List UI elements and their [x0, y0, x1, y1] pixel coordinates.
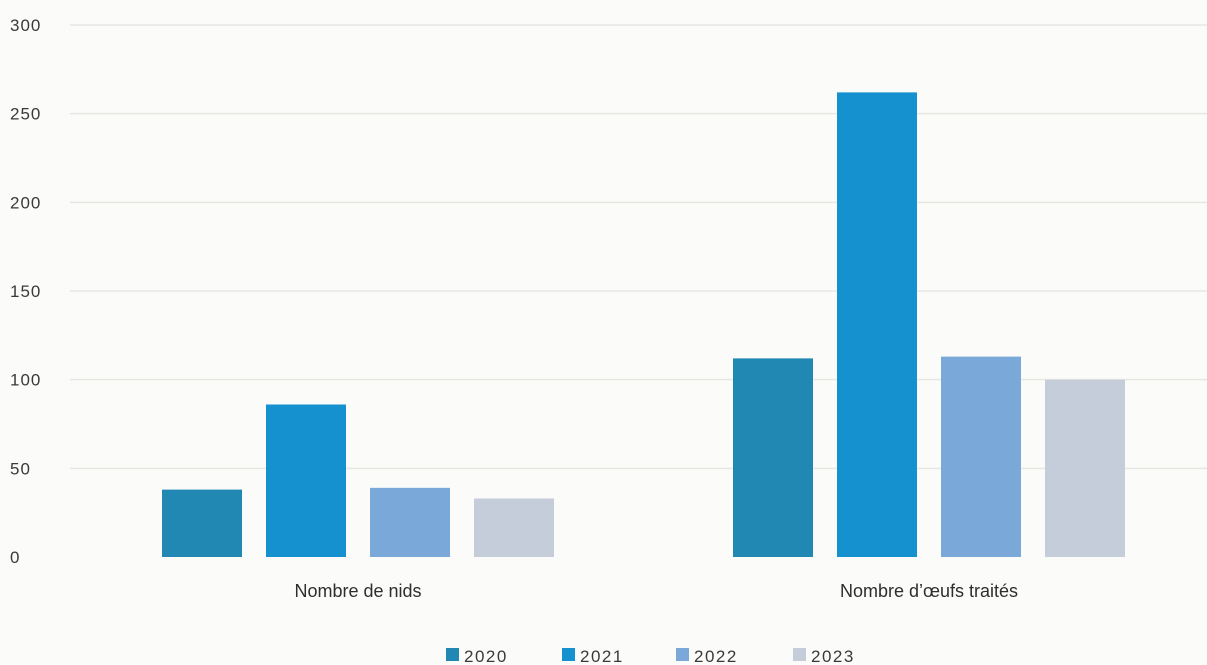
legend-swatch-2020: [446, 648, 459, 661]
legend-label-2020: 2020: [464, 647, 508, 665]
legend-label-2023: 2023: [811, 647, 855, 665]
y-tick-label-50: 50: [10, 459, 31, 478]
bar-2020-nids: [162, 489, 242, 557]
legend-swatch-2023: [793, 648, 806, 661]
y-tick-label-300: 300: [10, 16, 41, 35]
y-tick-label-100: 100: [10, 371, 41, 390]
legend-label-2021: 2021: [580, 647, 624, 665]
legend-label-2022: 2022: [694, 647, 738, 665]
bar-2021-oeufs: [837, 92, 917, 558]
bar-2022-nids: [370, 487, 450, 557]
bar-2023-nids: [474, 498, 554, 557]
y-tick-label-0: 0: [10, 548, 20, 567]
legend-swatch-2021: [562, 648, 575, 661]
bar-2023-oeufs: [1045, 379, 1125, 557]
bar-2020-oeufs: [733, 358, 813, 557]
y-tick-label-150: 150: [10, 282, 41, 301]
x-category-label-oeufs: Nombre d’œufs traités: [840, 581, 1018, 601]
legend-swatch-2022: [676, 648, 689, 661]
y-tick-label-200: 200: [10, 193, 41, 212]
bar-2022-oeufs: [941, 356, 1021, 557]
bar-2021-nids: [266, 404, 346, 557]
x-category-label-nids: Nombre de nids: [294, 581, 421, 601]
y-tick-label-250: 250: [10, 105, 41, 124]
